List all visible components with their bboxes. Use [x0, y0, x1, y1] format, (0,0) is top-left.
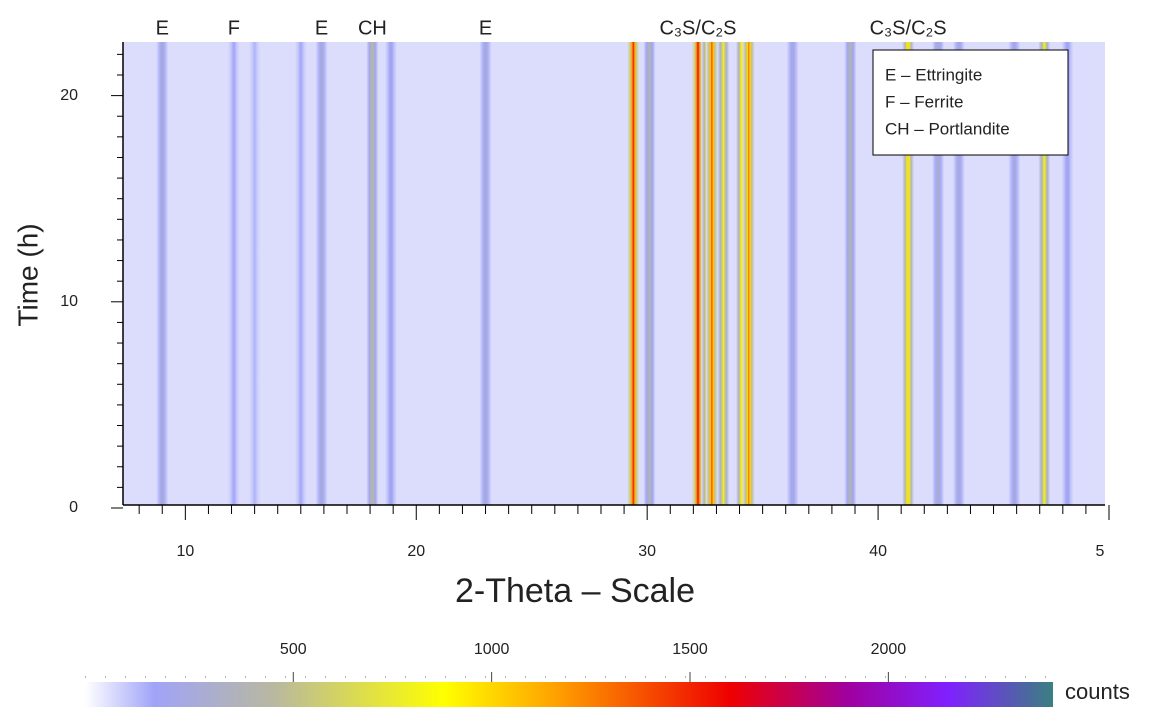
- colorbar: [85, 682, 1053, 707]
- peak-annotation: E: [479, 17, 492, 39]
- peak-annotation: E: [156, 17, 169, 39]
- peak-band: [294, 42, 307, 505]
- x-axis-label: 2-Theta – Scale: [455, 572, 695, 610]
- legend-box: [872, 49, 1069, 156]
- y-axis-label: Time (h): [12, 223, 43, 326]
- peak-annotation: C₃S/C₂S: [659, 17, 736, 39]
- peaks: [156, 42, 1074, 505]
- peak-band: [717, 42, 730, 505]
- peak-band: [1038, 42, 1051, 505]
- peak-annotation: CH: [358, 17, 387, 39]
- legend-entry: E – Ettringite: [885, 65, 982, 84]
- peak-band: [366, 42, 379, 505]
- colorbar-tick-label: 500: [280, 641, 307, 658]
- x-tick-label: 5: [1096, 543, 1105, 560]
- colorbar-tick-label: 1500: [672, 641, 708, 658]
- colorbar-tick-label: 2000: [871, 641, 907, 658]
- y-tick-label: 0: [69, 499, 78, 516]
- peak-band: [227, 42, 240, 505]
- peak-annotation: C₃S/C₂S: [870, 17, 947, 39]
- colorbar-label: counts: [1065, 679, 1130, 704]
- peak-band: [156, 42, 169, 505]
- x-tick-label: 30: [638, 543, 656, 560]
- peak-band: [384, 42, 397, 505]
- colorbar-tick-label: 1000: [474, 641, 510, 658]
- peak-band: [643, 42, 656, 505]
- peak-band: [705, 42, 718, 505]
- peak-band: [742, 42, 755, 505]
- peak-band: [844, 42, 857, 505]
- peak-band: [627, 42, 640, 505]
- x-tick-label: 40: [869, 543, 887, 560]
- peak-band: [1008, 42, 1021, 505]
- y-tick-label: 20: [60, 87, 78, 104]
- legend-entry: CH – Portlandite: [885, 119, 1010, 138]
- peak-band: [479, 42, 492, 505]
- peak-band: [691, 42, 704, 505]
- peak-band: [1061, 42, 1074, 505]
- peak-band: [315, 42, 328, 505]
- peak-band: [932, 42, 945, 505]
- x-tick-label: 20: [407, 543, 425, 560]
- peak-band: [786, 42, 799, 505]
- y-tick-label: 10: [60, 293, 78, 310]
- peak-band: [952, 42, 965, 505]
- peak-annotation: E: [315, 17, 328, 39]
- legend-entry: F – Ferrite: [885, 92, 963, 111]
- peak-band: [248, 42, 261, 505]
- x-tick-label: 10: [176, 543, 194, 560]
- peak-band: [902, 42, 915, 505]
- peak-annotation: F: [228, 17, 240, 39]
